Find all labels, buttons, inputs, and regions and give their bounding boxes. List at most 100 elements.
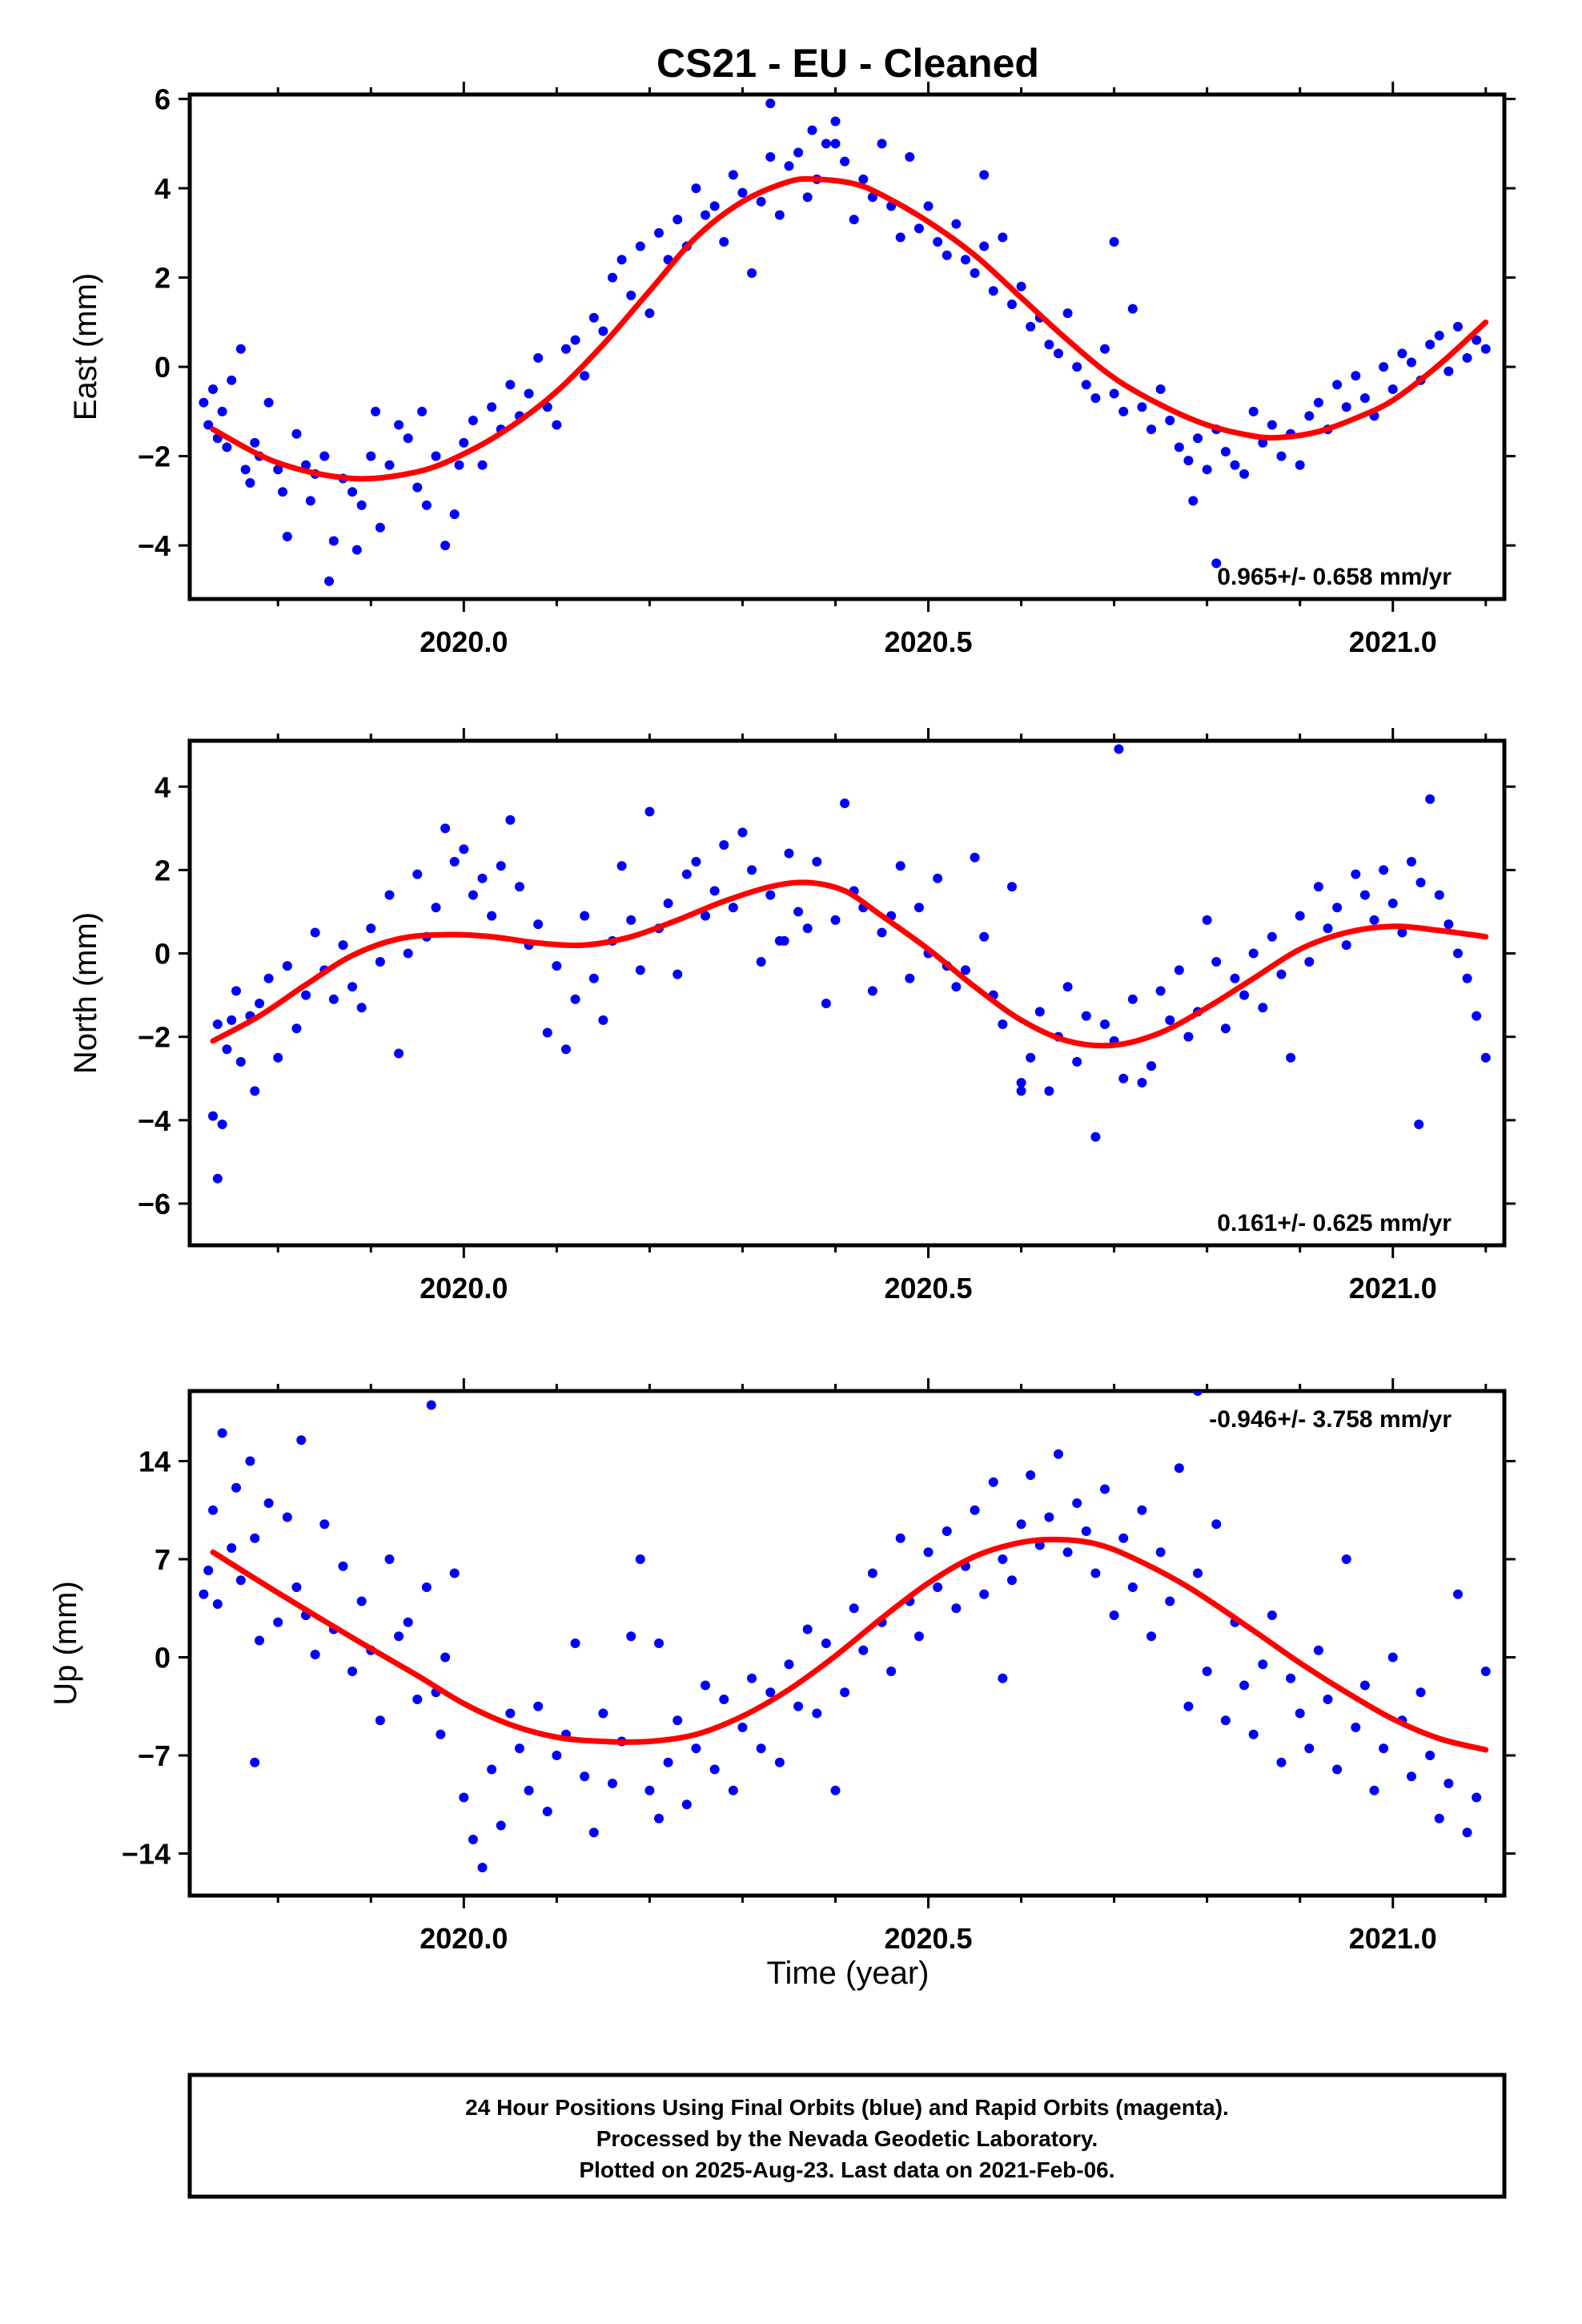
north-data-point — [301, 990, 311, 1000]
up-data-point — [654, 1638, 665, 1648]
east-data-point — [1146, 424, 1157, 435]
up-data-point — [208, 1505, 219, 1515]
north-data-point — [235, 1056, 246, 1067]
up-data-point — [1137, 1505, 1147, 1515]
east-data-point — [1397, 348, 1407, 359]
north-data-point — [227, 1015, 237, 1025]
north-data-point — [673, 969, 683, 979]
east-data-point — [1090, 393, 1101, 404]
east-data-point — [598, 326, 608, 336]
north-data-point — [1006, 882, 1017, 892]
east-data-point — [1379, 362, 1389, 372]
east-data-point — [709, 201, 720, 211]
up-data-point — [296, 1435, 307, 1445]
east-data-point — [942, 250, 952, 260]
east-data-point — [691, 183, 701, 194]
north-data-point — [1081, 1011, 1091, 1021]
east-data-point — [1295, 460, 1305, 470]
up-data-point — [1406, 1771, 1416, 1782]
east-y-tick-label: −4 — [138, 529, 171, 562]
up-y-axis-label: Up (mm) — [48, 1581, 83, 1706]
north-data-point — [212, 1173, 223, 1184]
north-data-point — [663, 899, 673, 909]
east-data-point — [356, 500, 367, 510]
east-data-point — [858, 174, 869, 184]
east-data-point — [199, 397, 209, 408]
east-data-point — [747, 268, 757, 279]
east-data-point — [1472, 335, 1482, 345]
north-data-point — [877, 927, 887, 938]
up-data-point — [970, 1505, 980, 1515]
up-data-point — [1155, 1547, 1166, 1558]
north-data-point — [830, 915, 841, 925]
north-data-point — [250, 1086, 260, 1096]
north-data-point — [338, 940, 348, 951]
north-y-tick-label: −2 — [138, 1021, 171, 1054]
north-data-point — [1359, 890, 1370, 900]
east-data-point — [1211, 558, 1222, 569]
north-data-point — [1332, 903, 1343, 913]
east-data-point — [440, 541, 451, 551]
up-data-point — [440, 1652, 451, 1663]
east-data-point — [1155, 384, 1166, 394]
east-y-tick-label: 2 — [155, 262, 171, 295]
north-data-point — [487, 911, 497, 921]
north-data-point — [459, 844, 469, 854]
footer-box: 24 Hour Positions Using Final Orbits (bl… — [187, 2073, 1507, 2199]
up-data-point — [1387, 1652, 1398, 1663]
up-data-point — [895, 1533, 905, 1543]
north-data-point — [1100, 1019, 1110, 1030]
up-data-point — [1332, 1764, 1343, 1775]
east-data-point — [830, 116, 841, 127]
up-data-point — [607, 1779, 617, 1788]
east-data-point — [305, 496, 315, 506]
up-data-point — [681, 1799, 692, 1810]
north-data-point — [951, 982, 962, 992]
east-data-point — [654, 227, 665, 238]
north-data-point — [1379, 865, 1389, 875]
north-data-point — [514, 882, 524, 892]
north-data-point — [440, 823, 451, 834]
north-data-point — [1258, 1003, 1268, 1013]
up-data-point — [1202, 1667, 1212, 1676]
up-data-point — [403, 1617, 413, 1627]
east-data-point — [998, 232, 1008, 243]
east-data-point — [1044, 340, 1054, 350]
east-data-point — [1304, 411, 1315, 421]
east-data-point — [487, 402, 497, 412]
up-data-point — [1425, 1751, 1435, 1760]
east-data-point — [840, 156, 850, 167]
north-data-point — [812, 856, 822, 866]
up-data-point — [542, 1807, 552, 1816]
up-data-point — [1183, 1701, 1194, 1711]
north-data-point — [1062, 982, 1073, 992]
north-data-point — [505, 814, 516, 825]
east-data-point — [417, 406, 428, 416]
east-data-point — [570, 335, 580, 345]
north-data-point — [1295, 911, 1305, 921]
up-data-point — [552, 1751, 562, 1760]
up-data-point — [719, 1695, 729, 1704]
east-data-point — [1100, 344, 1110, 354]
up-data-point — [998, 1673, 1008, 1683]
north-data-point — [217, 1120, 227, 1130]
north-data-point — [802, 923, 813, 934]
north-data-point — [282, 961, 292, 971]
north-data-point — [747, 865, 757, 875]
north-data-point — [644, 806, 655, 817]
north-data-point — [1443, 919, 1454, 930]
up-data-point — [426, 1400, 436, 1410]
east-data-point — [756, 196, 766, 207]
east-data-point — [1053, 348, 1063, 359]
up-data-point — [747, 1673, 757, 1683]
up-data-point — [245, 1456, 255, 1466]
up-data-point — [449, 1568, 460, 1578]
east-data-point — [1248, 406, 1259, 416]
east-data-point — [1072, 362, 1082, 372]
up-data-point — [235, 1575, 246, 1586]
north-data-point — [1267, 931, 1277, 942]
up-data-point — [867, 1568, 877, 1578]
up-data-point — [626, 1631, 636, 1642]
east-data-point — [588, 312, 599, 323]
